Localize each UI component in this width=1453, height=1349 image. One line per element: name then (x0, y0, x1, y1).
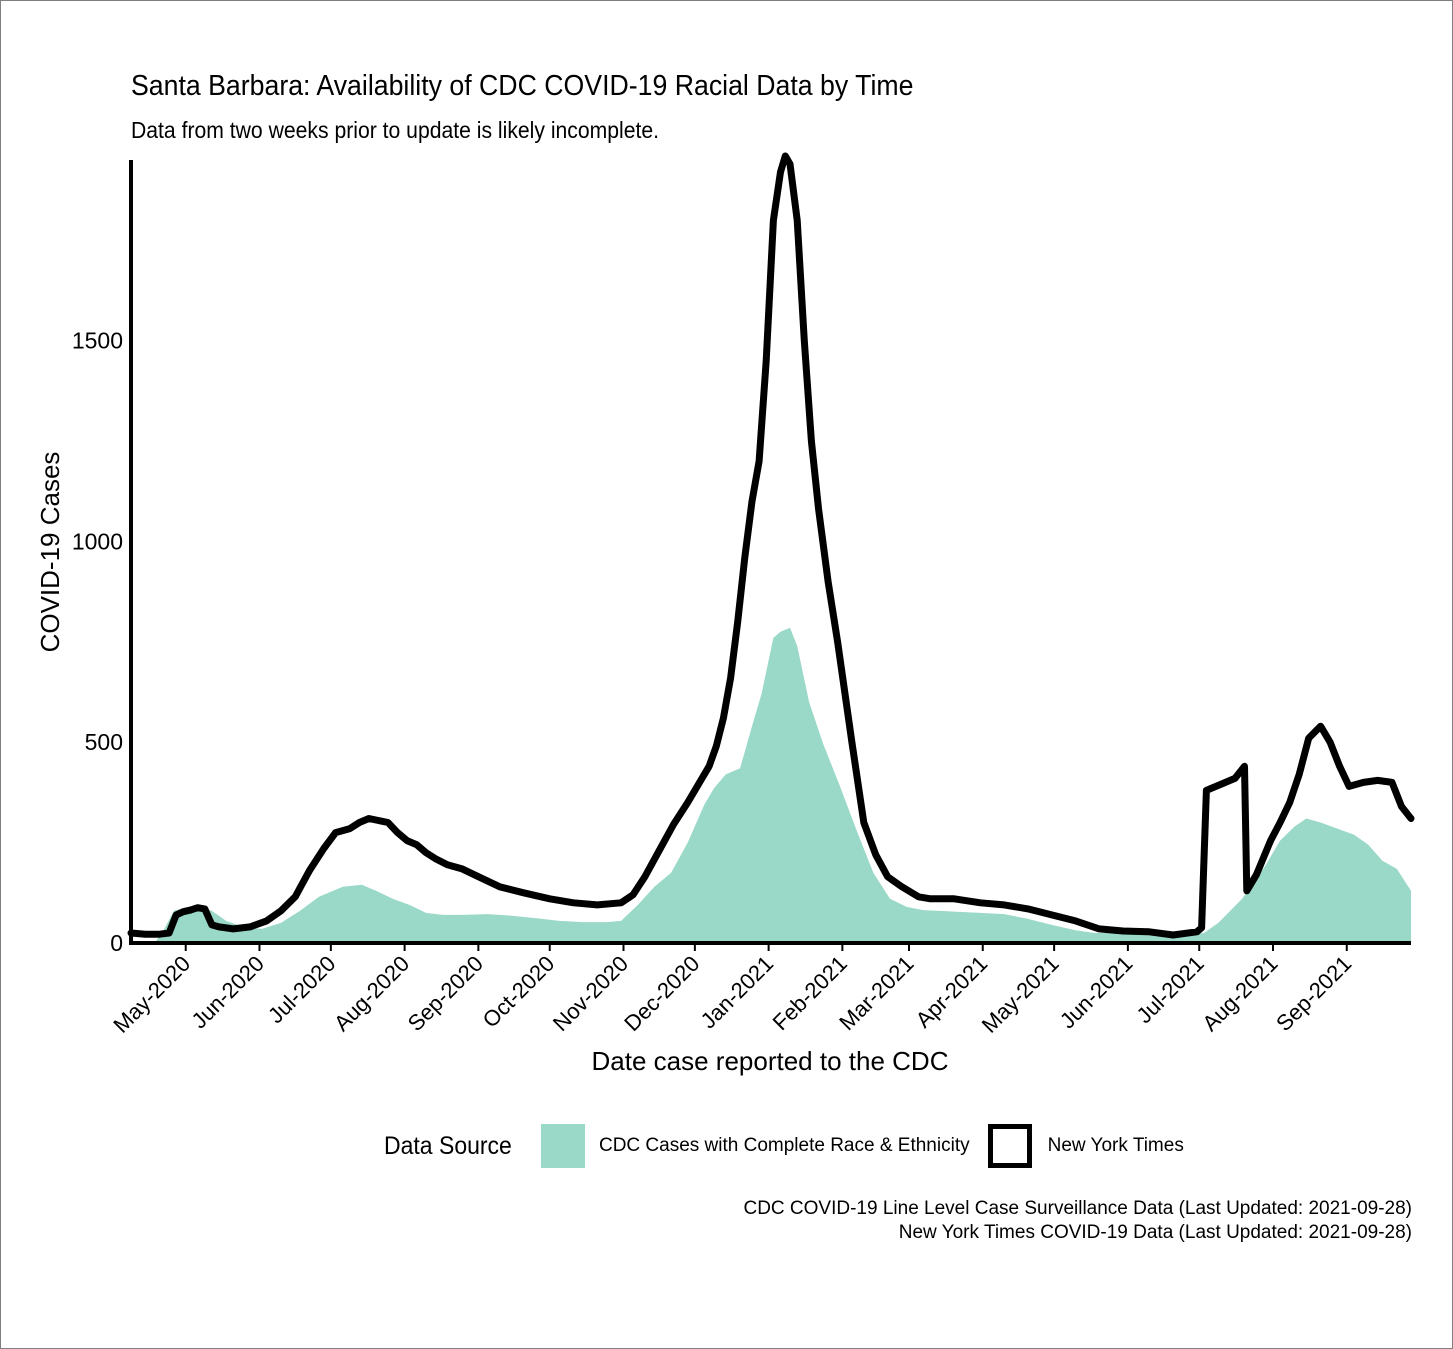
chart-title: Santa Barbara: Availability of CDC COVID… (131, 70, 914, 102)
legend-swatch-nyt (987, 1124, 1032, 1168)
x-tick-label: Sep-2021 (1271, 951, 1356, 1036)
source-caption: CDC COVID-19 Line Level Case Surveillanc… (743, 1197, 1412, 1245)
legend-title: Data Source (384, 1131, 512, 1160)
chart-subtitle: Data from two weeks prior to update is l… (131, 117, 660, 143)
x-tick-label: Jun-2021 (1055, 951, 1138, 1034)
legend-swatch-cdc (540, 1124, 585, 1168)
x-tick-label: May-2020 (108, 951, 195, 1038)
y-tick-label: 500 (85, 729, 123, 755)
caption-line-cdc: CDC COVID-19 Line Level Case Surveillanc… (743, 1198, 1412, 1219)
x-tick-label: Aug-2021 (1197, 951, 1282, 1036)
y-axis-label: COVID-19 Cases (35, 452, 65, 653)
legend-label-nyt: New York Times (1047, 1135, 1184, 1156)
cdc-area-layer (131, 627, 1411, 943)
x-tick-label: Jan-2021 (696, 951, 779, 1034)
x-tick-label: Dec-2020 (619, 951, 704, 1036)
nyt-line (127, 152, 1415, 939)
x-tick-label: Jul-2021 (1131, 951, 1208, 1028)
x-axis-label: Date case reported to the CDC (592, 1046, 949, 1076)
cdc-area (131, 627, 1411, 943)
x-tick-label: Jun-2020 (186, 951, 269, 1034)
x-tick-label: Nov-2020 (548, 951, 633, 1036)
x-tick-label: Mar-2021 (834, 951, 918, 1035)
x-tick-label: Oct-2020 (478, 951, 560, 1033)
legend: Data Source CDC Cases with Complete Race… (384, 1122, 1184, 1170)
x-tick-label: Sep-2020 (403, 951, 488, 1036)
x-tick-label: May-2021 (977, 951, 1064, 1038)
nyt-line-layer (127, 152, 1415, 939)
y-tick-label: 1000 (72, 528, 123, 554)
legend-label-cdc: CDC Cases with Complete Race & Ethnicity (598, 1135, 970, 1156)
x-tick-label: Jul-2020 (263, 951, 340, 1028)
y-tick-label: 0 (110, 930, 123, 956)
caption-line-nyt: New York Times COVID-19 Data (Last Updat… (898, 1222, 1412, 1243)
x-tick-label: Aug-2020 (329, 951, 414, 1036)
y-tick-label: 1500 (72, 328, 123, 354)
